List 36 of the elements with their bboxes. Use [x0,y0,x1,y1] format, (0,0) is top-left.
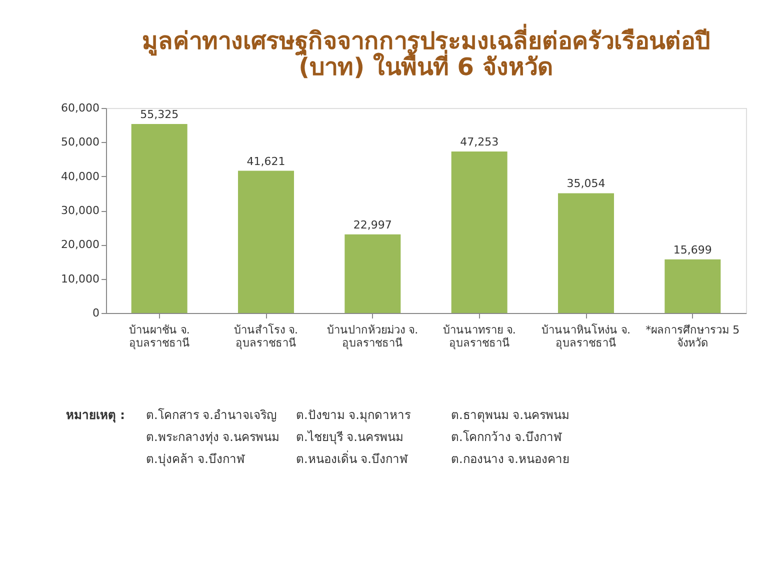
text: ต.ปังขาม จ.มุกดาหาร [296,408,412,423]
text: ต.กองนาง จ.หนองคาย [451,452,570,466]
text: ต.โคกกว้าง จ.บึงกาฬ [451,430,562,444]
bar [664,259,721,313]
bar [238,170,294,313]
data-label: 41,621 [246,154,286,168]
x-tick-label: *ผลการศึกษารวม 5 จังหวัด [646,324,740,350]
bar [558,193,614,313]
text: ต.โคกสาร จ.อำนาจเจริญ [146,408,276,422]
x-tick-label: บ้านนาหินโหง่น จ. อุบลราชธานี [542,322,630,350]
x-tick-label: บ้านนาทราย จ. อุบลราชธานี [442,324,516,350]
data-label: 55,325 [140,108,179,121]
y-tick-label: 0 [92,306,100,320]
x-tick-label: บ้านปากห้วยม่วง จ. อุบลราชธานี [327,324,418,350]
x-tick-label: บ้านสำโรง จ. อุบลราชธานี [234,322,298,350]
y-tick-label: 60,000 [61,102,100,114]
text: หมายเหตุ : [66,408,125,423]
bar [131,124,188,313]
y-tick-label: 30,000 [61,204,100,217]
y-tick-label: 50,000 [61,136,100,149]
text: ต.พระกลางทุ่ง จ.นครพนม [146,430,280,445]
data-label: 15,699 [673,243,712,256]
y-tick-label: 40,000 [61,170,100,183]
data-label: 35,054 [566,177,606,190]
data-label: 22,997 [353,218,392,232]
text: ต.หนองเดิ่น จ.บึงกาฬ [296,450,408,466]
y-tick-label: 20,000 [61,238,100,252]
bar [451,152,508,313]
text: ต.ธาตุพนม จ.นครพนม [451,408,570,423]
bar [344,234,401,313]
text: ต.ไชยบุรี จ.นครพนม [296,430,404,445]
data-label: 47,253 [460,136,499,149]
x-tick-label: บ้านผาชัน จ. อุบลราชธานี [128,324,190,350]
chart-title: มูลค่าทางเศรษฐกิจจากการประมงเฉลี่ยต่อครัวเรือนต่อปี (บาท) ในพื้นที่ 6 จังหวัด [142,23,710,81]
text: ต.บุ่งคล้า จ.บึงกาฬ [146,452,246,467]
y-tick-label: 10,000 [61,272,100,286]
